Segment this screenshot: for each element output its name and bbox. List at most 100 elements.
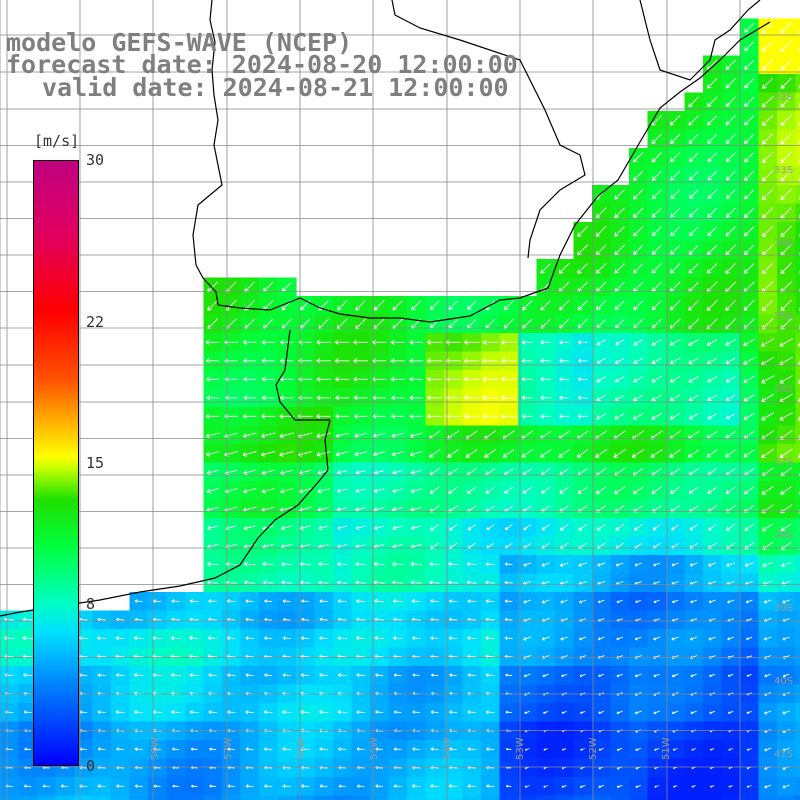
wind-arrow [318,709,329,715]
wind-arrow [670,152,681,163]
wind-arrow [337,673,347,678]
wind-arrow [633,207,644,218]
wind-arrow [651,486,662,495]
wind-arrow [427,376,443,382]
wind-arrow [373,299,385,311]
wind-arrow [780,262,792,274]
wind-arrow [761,448,775,458]
wind-arrow [688,376,699,383]
wind-arrow [559,524,569,531]
wind-arrow [782,599,791,604]
wind-cell [18,795,38,800]
wind-arrow [650,448,663,458]
wind-arrow [706,262,718,274]
wind-arrow [264,784,273,788]
wind-arrow [504,599,513,603]
wind-arrow [335,432,349,439]
wind-arrow [725,339,737,346]
wind-arrow [782,636,790,641]
wind-arrow [579,784,586,788]
wind-arrow [745,599,753,604]
wind-arrow [356,747,365,751]
latitude-label: 40S [774,676,793,687]
wind-cell [444,795,464,800]
wind-arrow [669,114,681,126]
colorbar-units: [m/s] [34,132,80,150]
wind-arrow [245,636,254,641]
wind-arrow [543,785,549,788]
wind-arrow [616,747,623,752]
wind-arrow [561,673,568,678]
wind-arrow [634,562,642,567]
wind-arrow [355,525,366,530]
longitude-labels: 58W 57W 56W 55W 54W 53W 52W 51W [150,737,672,760]
wind-arrow [209,747,217,751]
wind-arrow [633,226,644,237]
wind-arrow [482,358,498,364]
wind-arrow [744,22,755,33]
wind-arrow [115,636,125,641]
wind-arrow [710,785,715,788]
wind-arrow [539,449,552,458]
wind-arrow [375,784,383,788]
wind-arrow [744,152,755,163]
wind-arrow [780,170,792,182]
wind-arrow [411,784,421,789]
wind-arrow [245,710,254,714]
wind-cell [37,795,57,800]
wind-arrow [689,636,698,641]
wind-arrow [206,525,219,531]
wind-arrow [170,635,181,641]
wind-arrow [616,673,623,678]
wind-cell [795,314,800,334]
wind-arrow [354,451,367,457]
wind-arrow [319,784,328,788]
wind-arrow [207,299,219,311]
wind-arrow [466,486,477,494]
wind-arrow [543,710,549,714]
wind-arrow [596,413,607,420]
wind-arrow [282,710,292,715]
wind-arrow [501,358,517,364]
wind-arrow [690,673,697,678]
wind-arrow [670,133,681,144]
wind-arrow [261,488,275,494]
wind-arrow [133,635,144,641]
wind-arrow [411,636,421,641]
wind-arrow [134,747,143,751]
wind-arrow [671,562,679,567]
wind-cell [647,795,667,800]
wind-arrow [578,524,588,531]
wind-arrow [558,449,570,458]
wind-arrow [780,22,792,34]
wind-arrow [448,524,458,531]
wind-arrow [760,338,775,347]
wind-arrow [467,599,476,603]
wind-arrow [356,673,365,677]
wind-arrow [761,151,774,164]
wind-arrow [427,358,443,364]
wind-arrow [762,523,774,532]
wind-arrow [261,376,275,382]
wind-arrow [615,339,625,346]
wind-arrow [300,709,310,715]
wind-arrow [558,262,570,274]
wind-arrow [482,339,498,345]
wind-arrow [466,580,477,585]
wind-arrow [316,450,331,457]
wind-arrow [412,747,421,751]
wind-arrow [727,636,735,641]
wind-arrow [243,358,257,364]
wind-arrow [392,488,404,494]
wind-arrow [205,413,220,419]
wind-arrow [671,599,679,604]
wind-cell [795,18,800,38]
wind-arrow [744,41,755,52]
wind-arrow [673,785,678,788]
colorbar-tick-label: 22 [86,312,105,331]
wind-arrow [780,523,792,532]
wind-arrow [445,376,461,382]
wind-arrow [97,784,106,788]
wind-arrow [485,710,495,715]
wind-arrow [614,225,626,237]
